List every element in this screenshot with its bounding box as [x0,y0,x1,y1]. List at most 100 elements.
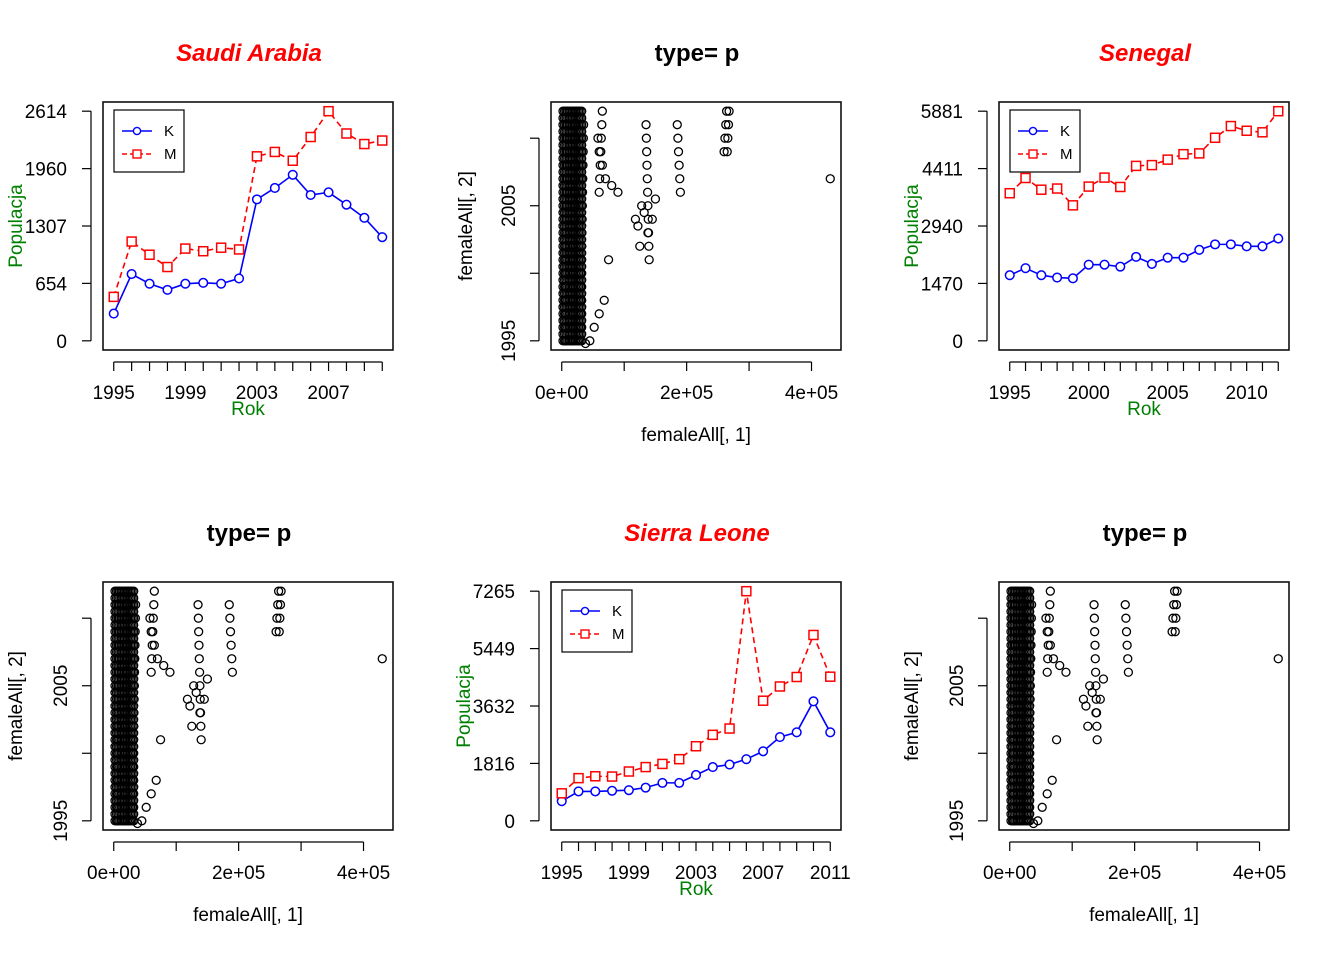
data-point-M [774,681,786,692]
legend-label: K [164,123,174,140]
data-point [1024,762,1034,772]
data-point-K [774,732,785,743]
data-point [146,789,156,799]
data-point-K [180,278,191,289]
data-point [276,586,286,596]
series-line-K [1009,237,1279,280]
y-tick-label: 5881 [921,102,963,123]
chart-title: Senegal [1099,40,1192,67]
data-point [1051,735,1062,745]
data-point [141,802,151,812]
data-point [165,667,175,677]
data-point [1045,586,1055,596]
data-point [148,613,158,623]
x-tick-label: 2010 [1226,383,1268,404]
plot-frame [998,581,1290,831]
data-point [642,174,652,184]
data-point [129,681,139,691]
data-point [675,187,686,197]
data-point [578,147,588,157]
data-point [1092,721,1102,731]
data-point-K [1273,233,1284,244]
data-point [1042,627,1052,637]
data-point [580,338,591,349]
data-point-M [1004,187,1015,199]
data-point [271,627,281,637]
data-point [675,174,685,184]
series-line-K [113,173,383,314]
data-point [641,133,652,143]
data-point-M [825,671,836,682]
data-point [1121,627,1132,637]
data-point [644,255,654,265]
data-point [129,721,139,731]
data-point [1091,694,1101,704]
data-point [1048,654,1059,664]
data-point [599,295,609,305]
data-point-K [590,786,601,797]
data-point [1172,586,1182,596]
data-point-K [607,785,618,796]
data-point-M [573,772,584,784]
legend-marker [1028,149,1038,159]
data-point [719,147,729,157]
data-point-K [126,269,137,280]
x-axis-label: Rok [679,879,713,900]
data-point [593,133,603,143]
data-point [147,654,157,664]
data-point-K [323,187,334,198]
data-point-K [825,727,836,738]
data-point [275,613,285,623]
data-point [578,120,589,130]
data-point [1028,818,1039,829]
data-point-M [690,740,702,752]
data-point [1025,721,1035,731]
data-point [577,201,587,211]
data-point [1170,627,1180,637]
data-point-M [590,770,601,782]
data-point [1169,586,1180,596]
legend-label: M [612,626,625,643]
x-tick-label: 2005 [1147,383,1189,404]
data-point-K [1131,251,1142,262]
x-tick-label: 1995 [93,383,135,404]
y-axis-label: Populacja [902,184,923,268]
data-point [128,748,138,758]
data-point [1091,708,1101,718]
data-point [576,309,586,319]
data-point [193,600,203,610]
data-point [1018,586,1029,596]
data-point [127,802,138,812]
data-point-K [1178,252,1189,263]
data-point [1081,701,1091,711]
data-point-M [323,105,334,117]
data-point [195,694,205,704]
data-point-M [233,244,245,255]
data-point-M [251,151,263,162]
data-point [576,295,586,305]
y-tick-label: 2005 [51,665,72,707]
data-point [721,106,732,116]
data-point [576,255,587,265]
data-point [1092,735,1102,745]
data-point-K [1099,259,1110,270]
data-point [1273,654,1283,664]
data-point [1090,627,1100,637]
data-point [576,282,586,292]
y-tick-label: 1307 [25,217,67,238]
data-point-K [1067,273,1078,284]
x-tick-label: 4e+05 [785,383,838,404]
data-point-M [215,242,227,253]
legend-box [1009,109,1081,173]
data-point-K [108,308,119,319]
data-point [128,775,138,785]
data-point [1026,640,1036,650]
data-point-K [758,746,769,757]
data-point [642,160,652,170]
data-point [130,654,140,664]
data-point-M [791,671,802,683]
y-tick-label: 4411 [922,160,963,181]
data-point-M [1099,172,1110,183]
data-point-K [724,759,735,770]
